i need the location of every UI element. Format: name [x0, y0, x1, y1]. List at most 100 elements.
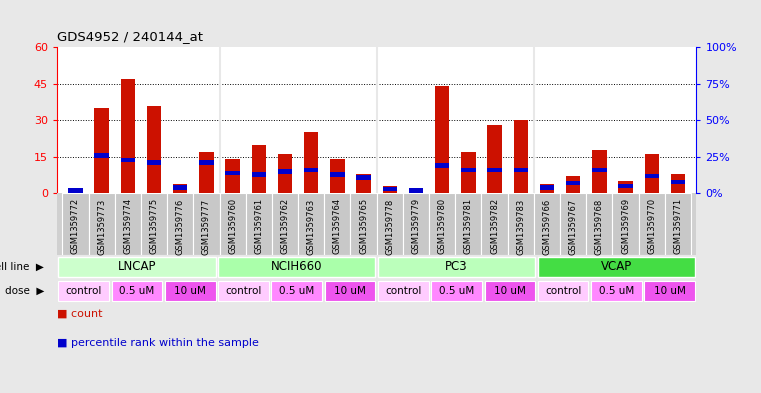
Text: cell line  ▶: cell line ▶ — [0, 262, 44, 272]
Bar — [252, 172, 266, 176]
Bar — [378, 257, 535, 277]
Bar — [485, 281, 535, 301]
Bar — [455, 193, 482, 255]
Text: GSM1359782: GSM1359782 — [490, 198, 499, 254]
Bar — [88, 193, 115, 255]
Bar — [665, 193, 691, 255]
Bar — [278, 154, 292, 193]
Bar — [431, 281, 482, 301]
Bar — [508, 193, 534, 255]
Bar — [199, 152, 214, 193]
Text: GSM1359767: GSM1359767 — [568, 198, 578, 255]
Bar — [409, 188, 423, 193]
Bar — [246, 193, 272, 255]
Bar — [272, 281, 322, 301]
Bar — [461, 168, 476, 172]
Text: PC3: PC3 — [445, 261, 468, 274]
Bar — [538, 281, 588, 301]
Bar — [560, 193, 586, 255]
Bar — [670, 174, 685, 193]
Bar — [540, 185, 554, 190]
Text: GSM1359761: GSM1359761 — [254, 198, 263, 254]
Bar — [356, 175, 371, 180]
Bar — [566, 181, 581, 185]
Text: GSM1359779: GSM1359779 — [412, 198, 421, 254]
Text: GSM1359763: GSM1359763 — [307, 198, 316, 255]
Bar — [225, 159, 240, 193]
Bar — [586, 193, 613, 255]
Text: GSM1359770: GSM1359770 — [648, 198, 656, 254]
Bar — [94, 153, 109, 158]
Text: GSM1359773: GSM1359773 — [97, 198, 106, 255]
Bar — [59, 257, 215, 277]
Text: 0.5 uM: 0.5 uM — [599, 286, 634, 296]
Bar — [409, 189, 423, 193]
Bar — [538, 257, 695, 277]
Bar — [619, 181, 633, 193]
Bar — [120, 79, 135, 193]
Bar — [278, 169, 292, 174]
Bar — [514, 120, 528, 193]
Text: control: control — [385, 286, 422, 296]
Bar — [461, 152, 476, 193]
Text: ■ percentile rank within the sample: ■ percentile rank within the sample — [57, 338, 259, 348]
Text: VCAP: VCAP — [600, 261, 632, 274]
Bar — [304, 132, 318, 193]
Text: GSM1359774: GSM1359774 — [123, 198, 132, 254]
Bar — [435, 163, 450, 168]
Text: GSM1359766: GSM1359766 — [543, 198, 552, 255]
Bar — [141, 193, 167, 255]
Bar — [112, 281, 162, 301]
Bar — [591, 281, 642, 301]
Text: GSM1359760: GSM1359760 — [228, 198, 237, 254]
Bar — [94, 108, 109, 193]
Text: 10 uM: 10 uM — [654, 286, 686, 296]
Text: LNCAP: LNCAP — [118, 261, 156, 274]
Text: 0.5 uM: 0.5 uM — [279, 286, 314, 296]
Bar — [540, 184, 554, 193]
Text: GSM1359777: GSM1359777 — [202, 198, 211, 255]
Bar — [219, 193, 246, 255]
Bar — [252, 145, 266, 193]
Text: ■ count: ■ count — [57, 309, 103, 318]
Bar — [514, 168, 528, 172]
Bar — [225, 171, 240, 175]
Bar — [173, 184, 187, 193]
Bar — [378, 281, 428, 301]
Bar — [324, 193, 351, 255]
Text: 0.5 uM: 0.5 uM — [119, 286, 154, 296]
Bar — [325, 281, 375, 301]
Text: NCIH660: NCIH660 — [271, 261, 323, 274]
Text: GSM1359764: GSM1359764 — [333, 198, 342, 254]
Bar — [173, 185, 187, 190]
Bar — [377, 193, 403, 255]
Bar — [218, 257, 375, 277]
Text: GSM1359776: GSM1359776 — [176, 198, 185, 255]
Bar — [566, 176, 581, 193]
Bar — [147, 160, 161, 165]
Text: control: control — [545, 286, 581, 296]
Text: 10 uM: 10 uM — [174, 286, 206, 296]
Bar — [487, 168, 501, 172]
Bar — [68, 191, 83, 193]
Bar — [429, 193, 455, 255]
Bar — [592, 149, 607, 193]
Bar — [645, 174, 659, 178]
Bar — [534, 193, 560, 255]
Text: GSM1359781: GSM1359781 — [464, 198, 473, 254]
Bar — [383, 187, 397, 191]
Bar — [487, 125, 501, 193]
Bar — [613, 193, 638, 255]
Bar — [435, 86, 450, 193]
Bar — [147, 106, 161, 193]
Bar — [645, 154, 659, 193]
Bar — [592, 168, 607, 172]
Bar — [383, 186, 397, 193]
Text: GSM1359765: GSM1359765 — [359, 198, 368, 254]
Bar — [330, 172, 345, 176]
Bar — [351, 193, 377, 255]
Text: GSM1359778: GSM1359778 — [385, 198, 394, 255]
Bar — [298, 193, 324, 255]
Text: GSM1359775: GSM1359775 — [149, 198, 158, 254]
Bar — [199, 160, 214, 165]
